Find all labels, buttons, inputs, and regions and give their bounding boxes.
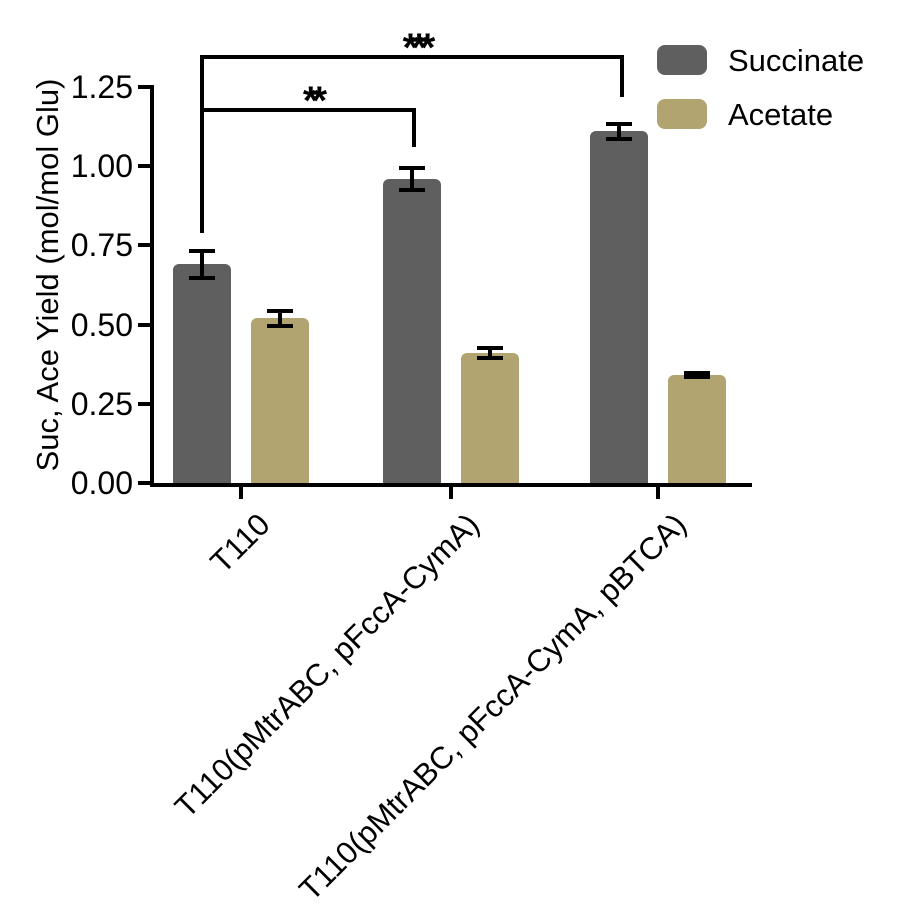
- legend-swatch-acetate: [657, 99, 707, 129]
- error-bar-line: [488, 346, 492, 360]
- x-tick: [239, 487, 243, 499]
- significance-bracket-left: [200, 55, 204, 233]
- legend-label-acetate: Acetate: [728, 96, 834, 132]
- y-tick-label: 1.25: [70, 69, 133, 105]
- significance-label: **: [302, 79, 327, 123]
- x-tick: [656, 487, 660, 499]
- error-bar-line: [200, 249, 204, 280]
- y-tick-label: 1.00: [70, 148, 133, 184]
- y-tick: [138, 481, 150, 485]
- y-tick: [138, 243, 150, 247]
- y-tick-label: 0.00: [70, 465, 133, 501]
- bar-acetate-1: [461, 353, 519, 483]
- y-tick: [138, 323, 150, 327]
- x-category-label: T110(pMtrABC, pFccA-CymA, pBTCA): [292, 506, 694, 908]
- significance-bracket-horizontal: [200, 55, 624, 59]
- y-tick-label: 0.50: [70, 307, 133, 343]
- bar-succinate-2: [590, 131, 648, 483]
- error-bar-cap-bottom: [477, 356, 503, 360]
- y-tick: [138, 164, 150, 168]
- significance-label: ***: [402, 26, 436, 70]
- error-bar-cap-bottom: [399, 188, 425, 192]
- error-bar-cap-top: [189, 249, 215, 253]
- bar-succinate-1: [383, 179, 441, 483]
- error-bar-line: [278, 309, 282, 328]
- significance-bracket-right: [412, 108, 416, 147]
- error-bar-cap-top: [684, 371, 710, 375]
- error-bar-cap-bottom: [267, 324, 293, 328]
- error-bar-cap-top: [267, 309, 293, 313]
- bar-acetate-0: [251, 318, 309, 483]
- significance-bracket-right: [620, 55, 624, 97]
- y-tick: [138, 85, 150, 89]
- bar-acetate-2: [668, 375, 726, 483]
- x-category-label: T110: [203, 506, 277, 580]
- y-tick-label: 0.25: [70, 386, 133, 422]
- error-bar-cap-bottom: [606, 137, 632, 141]
- bar-succinate-0: [173, 264, 231, 483]
- error-bar-cap-bottom: [189, 276, 215, 280]
- x-axis-line: [150, 483, 752, 487]
- error-bar-cap-bottom: [684, 375, 710, 379]
- legend-entry-succinate: Succinate: [657, 42, 865, 78]
- error-bar-cap-top: [477, 346, 503, 350]
- x-tick: [449, 487, 453, 499]
- significance-bracket-horizontal: [200, 108, 416, 112]
- y-axis-line: [150, 85, 154, 487]
- legend-label-succinate: Succinate: [728, 42, 865, 78]
- error-bar-line: [617, 122, 621, 141]
- legend-swatch-succinate: [657, 45, 707, 75]
- legend-entry-acetate: Acetate: [657, 96, 834, 132]
- error-bar-line: [410, 166, 414, 192]
- error-bar-cap-top: [606, 122, 632, 126]
- error-bar-cap-top: [399, 166, 425, 170]
- y-tick-label: 0.75: [70, 227, 133, 263]
- y-tick: [138, 402, 150, 406]
